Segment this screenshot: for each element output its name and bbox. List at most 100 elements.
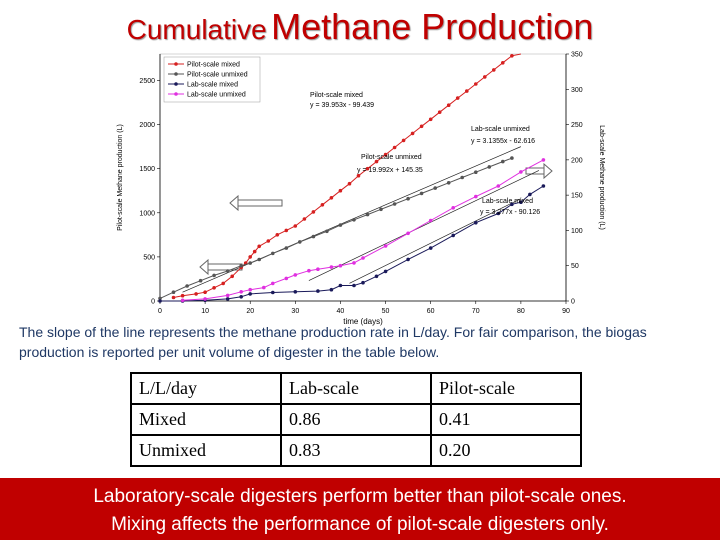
data-point <box>374 159 379 164</box>
right-y-tick-label: 150 <box>571 193 583 200</box>
data-point <box>262 285 266 290</box>
methane-production-chart: 0 10 20 30 40 50 60 70 80 90050010001500200025000… <box>117 52 605 327</box>
left-y-tick-label: 500 <box>143 254 155 261</box>
data-point <box>307 268 311 273</box>
table-header-cell: Pilot-scale <box>430 372 582 405</box>
data-point <box>433 186 438 190</box>
left-y-tick-label: 2500 <box>139 78 155 85</box>
data-point <box>519 170 523 174</box>
annotation-label: Pilot-scale mixed <box>310 92 363 99</box>
table-cell: 0.41 <box>430 403 582 436</box>
table-row: Mixed 0.86 0.41 <box>130 403 582 436</box>
data-point <box>352 261 356 265</box>
data-point <box>248 292 252 296</box>
data-point <box>158 296 162 301</box>
data-point <box>474 82 478 86</box>
data-point <box>248 287 252 292</box>
x-tick-label: 50 <box>382 308 390 315</box>
trend-line <box>182 146 522 293</box>
data-point <box>510 54 514 58</box>
data-point <box>483 75 487 79</box>
trend-line <box>308 170 540 281</box>
legend-label: Pilot-scale unmixed <box>187 72 248 79</box>
right-y-tick-label: 250 <box>571 122 583 129</box>
data-point <box>248 261 252 265</box>
data-point <box>230 274 234 279</box>
data-point <box>465 89 469 93</box>
left-y-tick-label: 1000 <box>139 210 155 217</box>
data-point <box>392 145 397 150</box>
data-point <box>446 103 451 107</box>
data-point <box>446 181 451 185</box>
data-point <box>316 289 320 293</box>
conclusion-line-2: Mixing affects the performance of pilot-… <box>111 514 609 535</box>
data-point <box>198 278 203 283</box>
data-point <box>501 159 505 164</box>
annotation-label: y = 3.1355x - 62.616 <box>471 138 535 145</box>
x-tick-label: 30 <box>291 308 299 315</box>
right-y-tick-label: 0 <box>571 299 575 306</box>
data-point <box>406 257 410 262</box>
data-point <box>379 207 383 212</box>
data-point <box>406 196 410 201</box>
data-point <box>275 233 280 237</box>
data-point <box>221 281 225 286</box>
data-point <box>180 293 185 298</box>
annotation-label: y = 39.953x - 99.439 <box>310 102 374 109</box>
data-point <box>271 251 275 256</box>
data-point <box>352 218 356 222</box>
legend-marker <box>174 92 178 96</box>
data-point <box>361 256 365 260</box>
data-point <box>239 263 243 268</box>
x-tick-label: 80 <box>517 308 525 315</box>
data-point <box>302 217 307 221</box>
title-part-2: Methane Production <box>271 6 594 47</box>
data-point <box>212 273 216 278</box>
legend-marker <box>174 82 178 86</box>
right-axis-arrowhead <box>543 162 553 180</box>
data-point <box>492 68 496 72</box>
data-point <box>356 173 361 178</box>
data-point <box>284 276 289 281</box>
data-point <box>185 284 189 288</box>
left-y-tick-label: 2000 <box>139 122 155 129</box>
data-point <box>474 220 478 225</box>
data-point <box>316 267 320 271</box>
right-y-tick-label: 300 <box>571 87 583 94</box>
data-point <box>329 287 334 292</box>
data-point <box>225 269 230 273</box>
data-point <box>329 265 334 269</box>
title-part-1: Cumulative <box>126 14 267 45</box>
data-point <box>293 290 298 294</box>
data-point <box>487 165 492 169</box>
legend-marker <box>174 72 178 76</box>
data-point <box>311 210 316 214</box>
x-tick-label: 70 <box>472 308 480 315</box>
right-y-tick-label: 350 <box>571 52 583 59</box>
data-point <box>329 196 334 200</box>
x-tick-label: 0 <box>158 308 162 315</box>
data-point <box>496 184 501 188</box>
data-point <box>352 283 356 288</box>
annotation-label: Pilot-scale unmixed <box>361 154 422 161</box>
x-tick-label: 20 <box>246 308 254 315</box>
legend-label: Lab-scale unmixed <box>187 92 246 99</box>
data-point <box>519 200 523 204</box>
right-y-tick-label: 200 <box>571 157 583 164</box>
data-point <box>284 246 289 250</box>
data-point <box>383 152 388 157</box>
left-axis-arrowhead <box>199 258 209 276</box>
data-point <box>293 273 298 277</box>
data-point <box>501 61 505 65</box>
annotation-label: y = 3.277x - 90.126 <box>480 209 540 216</box>
data-point <box>171 290 176 294</box>
data-point <box>528 192 532 197</box>
slide-title: Cumulative Methane Production <box>0 6 720 48</box>
data-point <box>451 233 456 238</box>
data-point <box>406 231 410 236</box>
left-y-tick-label: 0 <box>151 299 155 306</box>
data-point <box>194 292 198 296</box>
data-point <box>266 239 271 243</box>
right-y-tick-label: 100 <box>571 228 583 235</box>
data-point <box>510 202 514 207</box>
